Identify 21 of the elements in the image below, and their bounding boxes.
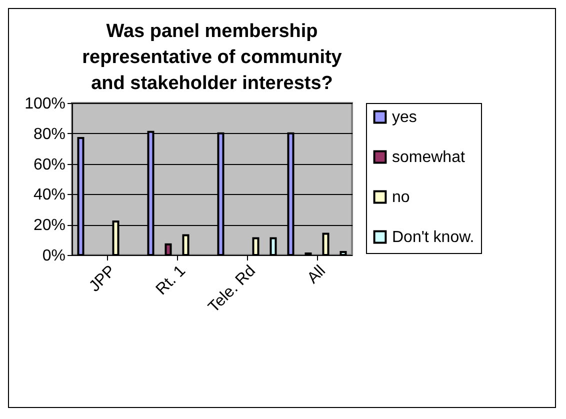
bar bbox=[340, 250, 347, 256]
bar bbox=[182, 234, 190, 256]
bar bbox=[270, 237, 277, 256]
y-tick-label: 100% bbox=[24, 96, 66, 112]
x-tick-label: Tele. Rd bbox=[205, 262, 260, 316]
y-tick-label: 60% bbox=[33, 156, 66, 174]
legend-label: yes bbox=[392, 109, 417, 126]
y-tick-label: 40% bbox=[33, 186, 66, 204]
x-tick-label: All bbox=[304, 262, 330, 288]
y-tick-label: 0% bbox=[42, 248, 66, 264]
legend-label: somewhat bbox=[392, 149, 466, 166]
x-tick-label: Rt. 1 bbox=[153, 262, 190, 298]
y-tick-label: 80% bbox=[33, 126, 66, 143]
y-tick-label: 20% bbox=[33, 217, 66, 234]
legend-label: Don't know. bbox=[392, 229, 474, 246]
chart-title: Was panel membership representative of community and stakeholder interests? bbox=[82, 21, 342, 94]
x-tick-label: JPP bbox=[86, 262, 120, 296]
legend-label: no bbox=[392, 189, 410, 206]
bar bbox=[252, 237, 260, 256]
bar bbox=[322, 232, 330, 256]
bar bbox=[164, 243, 172, 256]
